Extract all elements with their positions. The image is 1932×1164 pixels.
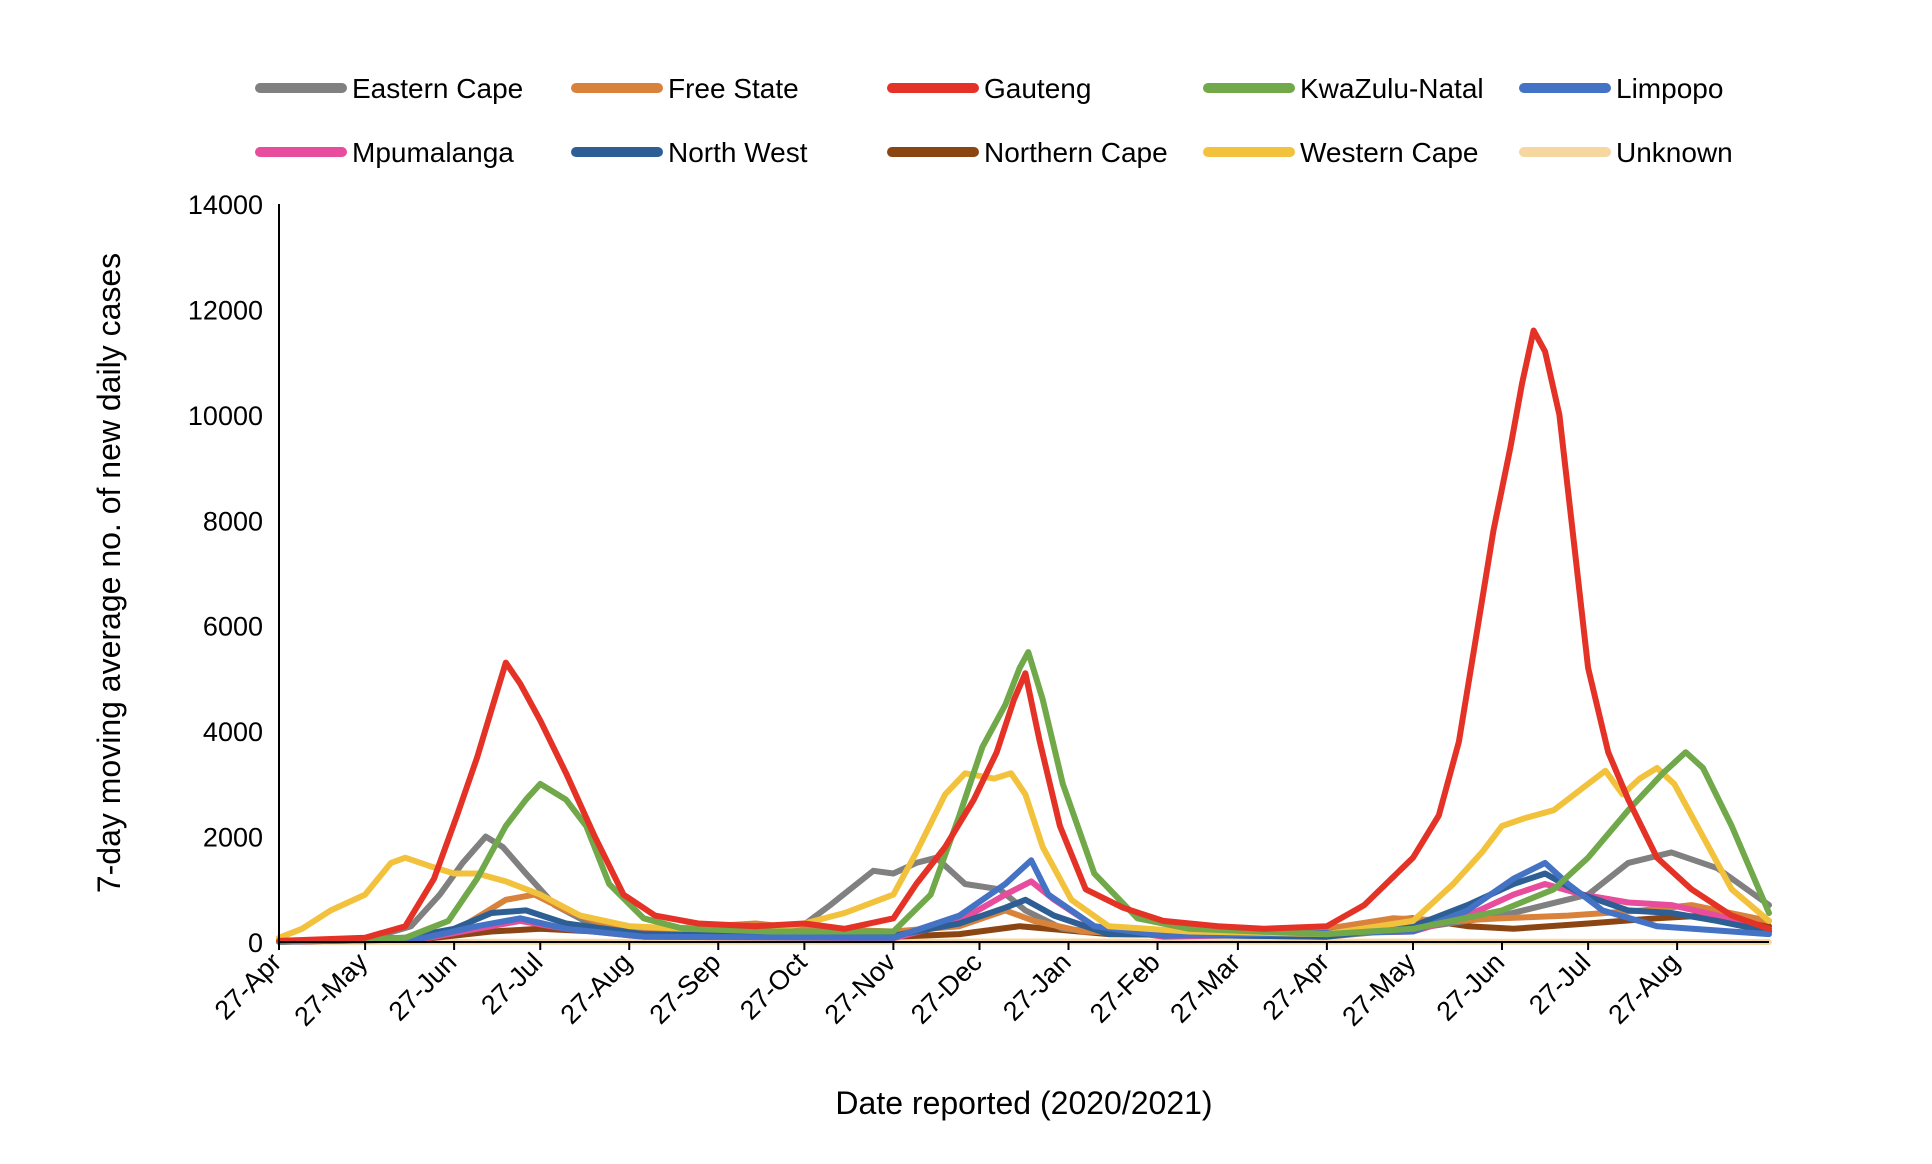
legend-label-free-state: Free State: [668, 73, 799, 104]
x-tick-label: 27-May: [1336, 947, 1421, 1032]
legend-label-gauteng: Gauteng: [984, 73, 1091, 104]
legend: Eastern Cape Free State Gauteng KwaZulu-Nat…: [255, 73, 1733, 168]
x-tick-label: 27-Jan: [997, 947, 1077, 1027]
y-axis-title: 7-day moving average no. of new daily ca…: [91, 253, 127, 893]
legend-label-mpumalanga: Mpumalanga: [352, 137, 514, 168]
series-line-western-cape: [276, 765, 1772, 941]
x-tick-label: 27-Jun: [383, 947, 463, 1027]
series-line-gauteng: [276, 327, 1772, 944]
x-tick-label: 27-Apr: [209, 947, 288, 1026]
x-axis-ticks: 27-Apr 27-May 27-Jun 27-Jul 27-Aug 27-Sep 27-O…: [209, 942, 1686, 1032]
legend-label-unknown: Unknown: [1616, 137, 1733, 168]
x-tick-label: 27-Jul: [475, 947, 548, 1020]
legend-label-eastern-cape: Eastern Cape: [352, 73, 523, 104]
x-tick-label: 27-Oct: [734, 947, 813, 1026]
legend-label-kwazulu-natal: KwaZulu-Natal: [1300, 73, 1484, 104]
x-tick-label: 27-Apr: [1257, 947, 1336, 1026]
x-tick-label: 27-Mar: [1164, 947, 1246, 1029]
y-axis-ticks: 0 2000 4000 6000 8000 10000 12000 14000: [188, 190, 263, 958]
y-tick-label: 4000: [203, 717, 263, 747]
legend-label-northern-cape: Northern Cape: [984, 137, 1168, 168]
x-tick-label: 27-Nov: [819, 947, 902, 1030]
legend-label-western-cape: Western Cape: [1300, 137, 1478, 168]
y-tick-label: 2000: [203, 823, 263, 853]
x-tick-label: 27-Sep: [644, 947, 727, 1030]
x-tick-label: 27-Feb: [1084, 947, 1166, 1029]
x-tick-label: 27-Dec: [905, 947, 988, 1030]
x-tick-label: 27-Jun: [1431, 947, 1511, 1027]
y-tick-label: 8000: [203, 506, 263, 536]
y-tick-label: 12000: [188, 295, 263, 325]
series-line-limpopo: [276, 857, 1772, 945]
y-tick-label: 0: [248, 928, 263, 958]
series-line-kwazulu-natal: [276, 649, 1772, 945]
y-tick-label: 10000: [188, 401, 263, 431]
x-tick-label: 27-Aug: [555, 947, 638, 1030]
x-tick-label: 27-Jul: [1523, 947, 1596, 1020]
x-axis-title: Date reported (2020/2021): [835, 1085, 1212, 1121]
series-layer: [276, 327, 1772, 945]
x-tick-label: 27-May: [288, 947, 373, 1032]
legend-label-north-west: North West: [668, 137, 808, 168]
legend-label-limpopo: Limpopo: [1616, 73, 1723, 104]
x-tick-label: 27-Aug: [1603, 947, 1686, 1030]
y-tick-label: 14000: [188, 190, 263, 220]
y-tick-label: 6000: [203, 612, 263, 642]
